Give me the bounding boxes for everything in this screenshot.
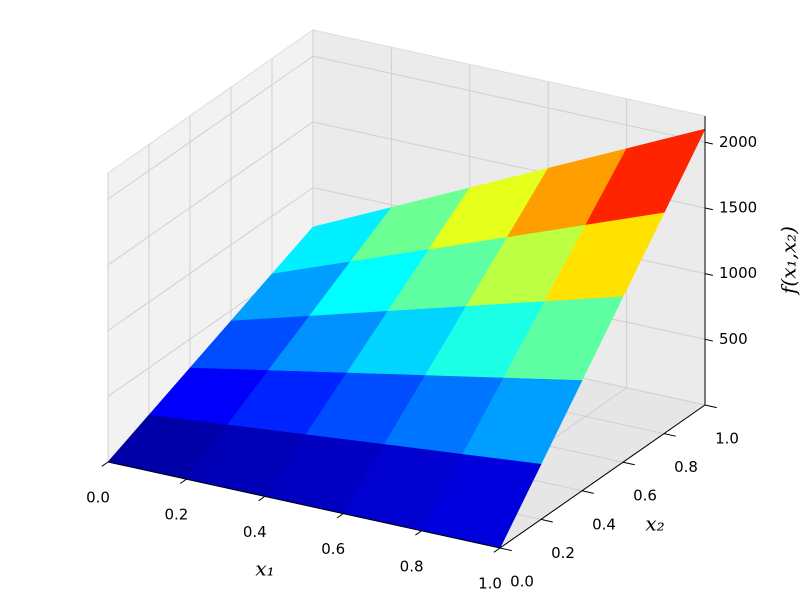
axes: 0.0 0.2 0.4 0.6 0.8 1.0 0.0 0.2 0.4 0.6 0.8 1.0 500 1… bbox=[86, 116, 757, 593]
x-tick-label: 1.0 bbox=[478, 575, 502, 593]
z-tick bbox=[704, 273, 713, 276]
z-axis-title: f(x₁,x₂) bbox=[777, 226, 800, 296]
z-tick-label: 1500 bbox=[719, 198, 757, 216]
x-tick-label: 0.2 bbox=[164, 506, 188, 524]
x-tick-label: 0.6 bbox=[321, 540, 345, 558]
x-tick-label: 0.8 bbox=[400, 557, 424, 575]
z-tick bbox=[704, 338, 713, 342]
z-tick-label: 2000 bbox=[719, 133, 757, 151]
z-tick-label: 500 bbox=[719, 330, 748, 348]
x-tick bbox=[415, 530, 422, 536]
y-tick-label: 1.0 bbox=[715, 430, 739, 448]
y-tick bbox=[540, 518, 553, 523]
y-tick-label: 0.6 bbox=[633, 487, 657, 505]
y-tick bbox=[499, 547, 512, 552]
x-tick-label: 0.4 bbox=[243, 523, 267, 541]
y-tick bbox=[704, 404, 717, 409]
y-tick bbox=[622, 461, 635, 466]
grid-line bbox=[107, 187, 314, 332]
z-tick bbox=[704, 141, 713, 145]
y-tick-label: 0.4 bbox=[592, 515, 616, 533]
y-axis-line bbox=[499, 404, 706, 549]
x-tick bbox=[336, 513, 344, 519]
x-tick bbox=[101, 461, 109, 467]
grid-line bbox=[107, 55, 314, 200]
y-tick bbox=[663, 433, 676, 437]
surface bbox=[107, 128, 706, 549]
y-axis-title: x₂ bbox=[645, 512, 664, 536]
x-tick bbox=[179, 478, 187, 484]
grid-line bbox=[312, 55, 706, 143]
y-tick bbox=[581, 490, 594, 494]
y-tick-label: 0.2 bbox=[551, 544, 575, 562]
x-tick bbox=[493, 547, 501, 553]
y-tick-label: 0.0 bbox=[510, 573, 534, 591]
grid-line bbox=[107, 121, 314, 266]
x-axis-line bbox=[107, 461, 501, 549]
y-tick-label: 0.8 bbox=[674, 458, 698, 476]
x-tick bbox=[258, 495, 266, 502]
x-tick-label: 0.0 bbox=[86, 489, 110, 507]
x-axis-title: x₁ bbox=[255, 557, 274, 581]
z-tick bbox=[704, 207, 713, 211]
z-tick-label: 1000 bbox=[719, 264, 757, 282]
